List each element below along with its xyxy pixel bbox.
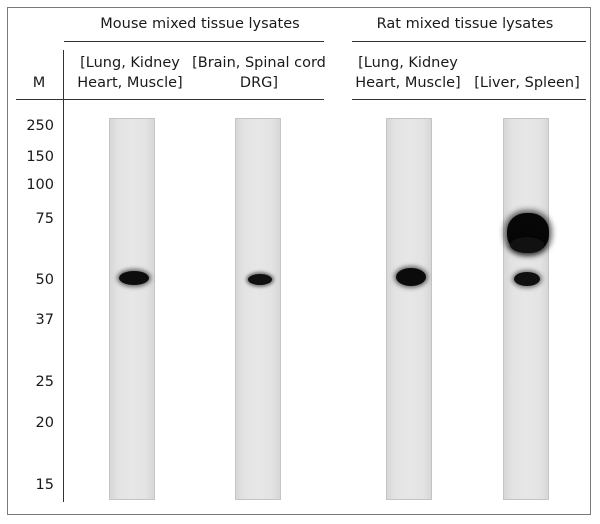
- figure-frame: [7, 7, 591, 515]
- marker-100: 100: [26, 177, 54, 193]
- lane-label-rule-right: [352, 99, 586, 100]
- lane-4-strip: [503, 118, 549, 500]
- marker-25: 25: [35, 374, 54, 390]
- lane-1-label-line1: [Lung, Kidney: [80, 55, 180, 71]
- header-mouse-rule: [64, 41, 324, 42]
- lane-2-label-line1: [Brain, Spinal cord: [192, 55, 326, 71]
- header-rat-rule: [352, 41, 586, 42]
- marker-20: 20: [35, 415, 54, 431]
- lane-label-rule-left: [16, 99, 324, 100]
- lane-1-label-line2: Heart, Muscle]: [77, 75, 183, 91]
- lane-3-label-line1: [Lung, Kidney: [358, 55, 458, 71]
- marker-column-label: M: [32, 75, 46, 91]
- lane-1-strip: [109, 118, 155, 500]
- lane-3-strip: [386, 118, 432, 500]
- marker-50: 50: [35, 272, 54, 288]
- marker-75: 75: [35, 211, 54, 227]
- lane-2-band-50kda: [248, 274, 272, 285]
- lane-2-strip: [235, 118, 281, 500]
- marker-15: 15: [35, 477, 54, 493]
- header-rat: Rat mixed tissue lysates: [376, 16, 554, 32]
- header-mouse: Mouse mixed tissue lysates: [100, 16, 300, 32]
- lane-2-label-line2: DRG]: [239, 75, 279, 91]
- lane-4-band-75kda-lower: [510, 237, 544, 253]
- marker-250: 250: [26, 118, 54, 134]
- lane-3-label-line2: Heart, Muscle]: [355, 75, 461, 91]
- marker-37: 37: [35, 312, 54, 328]
- lane-3-band-50kda: [396, 268, 426, 286]
- marker-divider: [63, 50, 64, 502]
- marker-150: 150: [26, 149, 54, 165]
- lane-1-band-50kda: [119, 271, 149, 285]
- lane-4-band-50kda: [514, 272, 540, 286]
- lane-4-label-line1: [Liver, Spleen]: [474, 75, 580, 91]
